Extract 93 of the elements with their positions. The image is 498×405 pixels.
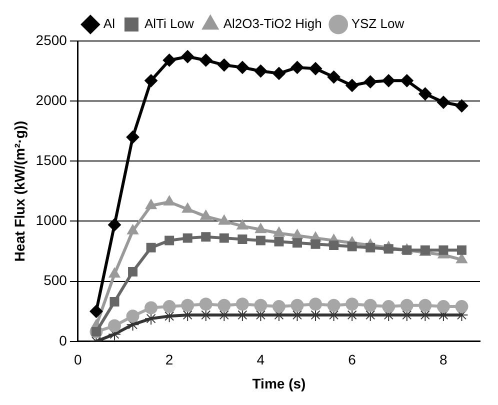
point xyxy=(456,245,466,255)
point xyxy=(219,233,229,243)
point xyxy=(144,74,158,88)
point xyxy=(438,245,448,255)
point xyxy=(364,75,377,88)
legend-label: Al xyxy=(103,16,116,32)
point xyxy=(310,239,320,249)
point xyxy=(108,268,120,278)
point xyxy=(126,130,140,144)
point xyxy=(236,298,249,311)
point xyxy=(382,300,396,314)
point xyxy=(164,196,176,206)
point xyxy=(273,226,285,237)
point xyxy=(126,310,140,323)
point xyxy=(162,310,176,323)
point xyxy=(382,74,396,88)
point xyxy=(384,244,394,254)
point xyxy=(346,78,359,92)
point xyxy=(436,96,450,109)
point xyxy=(327,70,340,84)
point xyxy=(146,242,156,252)
point xyxy=(455,99,468,112)
point xyxy=(400,74,414,88)
point xyxy=(254,64,268,78)
point xyxy=(366,242,376,252)
point xyxy=(182,233,192,243)
y-tick-label: 1000 xyxy=(36,212,68,228)
point xyxy=(418,87,432,100)
point xyxy=(255,223,266,234)
point xyxy=(144,312,158,326)
y-tick-label: 0 xyxy=(59,332,68,348)
point xyxy=(400,298,414,312)
point xyxy=(327,298,340,312)
point xyxy=(128,266,138,276)
point xyxy=(364,298,377,312)
point xyxy=(110,297,120,306)
point xyxy=(181,50,194,64)
x-tick-label: 0 xyxy=(74,352,82,368)
point xyxy=(256,236,266,246)
point xyxy=(290,60,304,74)
y-tick-label: 1500 xyxy=(36,152,68,168)
y-tick-label: 2500 xyxy=(36,32,68,48)
point xyxy=(218,298,231,312)
x-tick-label: 2 xyxy=(165,352,174,368)
point xyxy=(309,298,322,311)
point xyxy=(162,300,176,314)
point xyxy=(199,54,212,67)
y-tick-label: 2000 xyxy=(36,92,68,108)
x-tick-label: 4 xyxy=(256,352,265,368)
point xyxy=(456,253,468,264)
point xyxy=(274,236,284,246)
x-tick-label: 8 xyxy=(440,352,448,368)
y-axis-title: Heat Flux (kW/(m²·g)) xyxy=(11,120,28,262)
point xyxy=(436,300,450,314)
point xyxy=(201,232,211,242)
point xyxy=(238,234,248,244)
point xyxy=(200,210,212,220)
point xyxy=(329,240,339,250)
point xyxy=(218,58,231,72)
point xyxy=(236,220,248,230)
point xyxy=(199,298,212,311)
point xyxy=(346,298,359,311)
point xyxy=(254,298,268,312)
point xyxy=(162,54,176,67)
legend-label: Al2O3-TiO2 High xyxy=(223,16,322,32)
point xyxy=(90,304,103,318)
x-tick-label: 6 xyxy=(348,352,356,368)
point xyxy=(309,62,322,76)
point xyxy=(164,236,174,246)
point xyxy=(290,298,304,312)
legend-label: YSZ Low xyxy=(351,16,405,32)
x-axis-title: Time (s) xyxy=(252,375,306,392)
legend-label: AlTi Low xyxy=(144,16,194,32)
point xyxy=(309,308,322,322)
point xyxy=(347,242,357,252)
point xyxy=(218,214,230,225)
point xyxy=(108,319,121,332)
point xyxy=(455,300,468,314)
point xyxy=(418,298,432,312)
point xyxy=(236,60,249,74)
point xyxy=(346,308,359,322)
point xyxy=(272,300,286,314)
point xyxy=(236,308,249,322)
point xyxy=(272,66,286,80)
point xyxy=(181,298,194,312)
point xyxy=(199,308,212,322)
point xyxy=(292,238,302,248)
y-tick-label: 500 xyxy=(44,272,68,288)
point xyxy=(127,224,138,234)
point xyxy=(144,301,158,314)
point xyxy=(108,218,121,232)
point xyxy=(145,199,157,210)
point xyxy=(182,202,194,213)
